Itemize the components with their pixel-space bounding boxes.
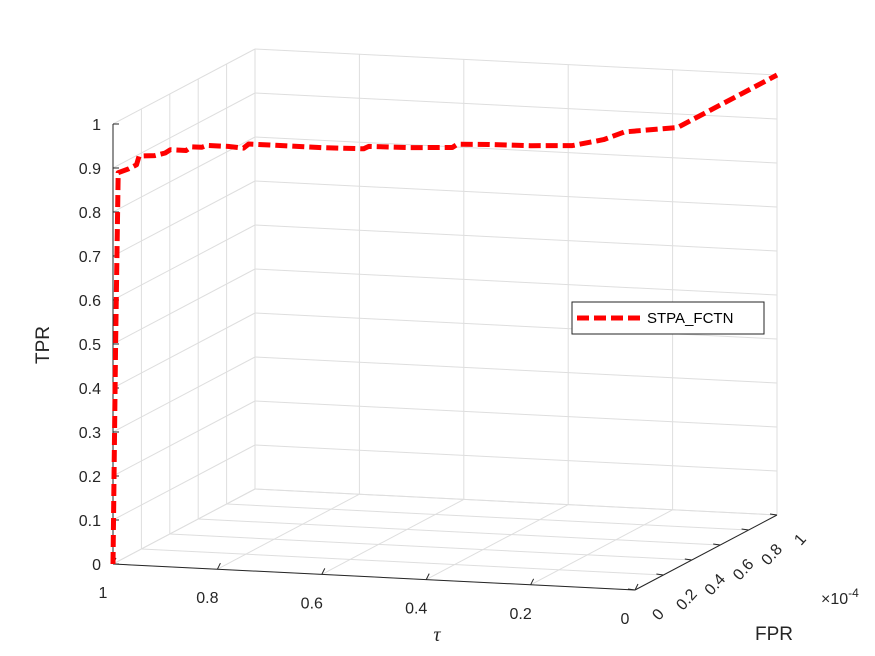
back-wall-gridline-tpr xyxy=(254,48,778,76)
tau-tick-mark xyxy=(216,562,221,570)
back-wall-gridline-tpr xyxy=(254,180,778,208)
tau-tick-mark xyxy=(321,568,326,575)
legend: STPA_FCTN xyxy=(571,301,765,335)
tpr-tick-label: 0.4 xyxy=(79,381,101,398)
fpr-tick-mark xyxy=(769,513,778,516)
z-axis-label: TPR xyxy=(33,326,54,364)
back-wall-gridline-tpr xyxy=(254,488,778,516)
tpr-tick-label: 0.7 xyxy=(79,249,101,266)
left-wall-gridline-tpr xyxy=(112,48,256,125)
x-axis-label: τ xyxy=(433,624,441,646)
y-axis-exponent: ×10-4 xyxy=(821,586,859,608)
tau-tick-label: 0.6 xyxy=(301,595,323,612)
fpr-tick-label: 0 xyxy=(649,606,668,624)
fpr-tick-label: 0.4 xyxy=(702,571,730,599)
floor-gridline-tau xyxy=(217,493,360,570)
back-wall-gridline-tpr xyxy=(254,268,778,296)
tau-tick-label: 0 xyxy=(621,611,630,628)
fpr-tick-mark xyxy=(684,558,692,561)
tau-tick-mark xyxy=(530,578,535,586)
left-wall-gridline-tpr xyxy=(112,400,256,477)
tpr-tick-label: 0.6 xyxy=(79,293,101,310)
back-wall-gridline-tpr xyxy=(254,224,778,252)
left-wall-gridline-tpr xyxy=(112,444,256,521)
left-wall-gridline-tpr xyxy=(112,224,256,301)
floor-gridline-tau xyxy=(530,509,673,586)
tau-tick-mark xyxy=(634,583,639,591)
tpr-tick-label: 0.2 xyxy=(79,469,101,486)
left-wall-gridline-tpr xyxy=(112,312,256,389)
left-wall-gridline-tpr xyxy=(112,92,256,169)
tpr-tick-label: 0.1 xyxy=(79,513,101,530)
floor-gridline-tau xyxy=(425,504,569,581)
back-wall-gridline-tpr xyxy=(254,400,778,428)
tau-tick-label: 1 xyxy=(99,585,108,602)
floor-gridline-tau xyxy=(321,498,465,575)
tau-tick-label: 0.8 xyxy=(196,590,218,607)
left-wall-gridline-tpr xyxy=(112,268,256,345)
y-axis-exponent-power: -4 xyxy=(848,586,859,600)
tpr-tick-label: 0.3 xyxy=(79,425,101,442)
fpr-tick-label: 0.2 xyxy=(673,586,701,614)
floor-gridline-fpr xyxy=(226,503,749,531)
back-wall-gridline-tpr xyxy=(254,356,778,384)
tpr-tick-label: 0 xyxy=(92,557,101,574)
back-wall-gridline-tpr xyxy=(254,444,778,472)
tau-tick-label: 0.4 xyxy=(405,601,427,618)
fpr-tick-label: 1 xyxy=(791,531,810,549)
left-wall-gridline-tpr xyxy=(112,180,256,257)
fpr-axis-line xyxy=(634,514,778,591)
fpr-tick-label: 0.6 xyxy=(730,556,758,584)
tpr-tick-label: 0.9 xyxy=(79,161,101,178)
tau-tick-mark xyxy=(425,573,430,580)
floor-gridline-fpr xyxy=(141,548,664,576)
floor-gridline-fpr xyxy=(169,533,692,561)
fpr-tick-mark xyxy=(741,528,749,531)
back-wall-gridline-tpr xyxy=(254,312,778,340)
tpr-tick-label: 1 xyxy=(92,117,101,134)
tpr-tick-label: 0.8 xyxy=(79,205,101,222)
back-wall-gridline-tpr xyxy=(254,92,778,120)
tau-tick-label: 0.2 xyxy=(509,606,531,623)
series-layer xyxy=(110,72,779,565)
fpr-tick-mark xyxy=(627,588,636,591)
tau-axis-line xyxy=(112,563,636,591)
fpr-tick-mark xyxy=(656,573,664,576)
tpr-tick-label: 0.5 xyxy=(79,337,101,354)
left-wall-gridline-tpr xyxy=(112,136,256,213)
series-line-stpa-fctn xyxy=(110,72,779,565)
left-wall-gridline-tpr xyxy=(112,488,256,565)
left-wall-gridline-tpr xyxy=(112,356,256,433)
y-axis-label: FPR xyxy=(755,624,793,645)
back-wall-gridline-tpr xyxy=(254,136,778,164)
floor-gridline-fpr xyxy=(198,518,721,546)
fpr-tick-label: 0.8 xyxy=(758,541,786,569)
fpr-tick-mark xyxy=(713,543,721,546)
legend-series-label: STPA_FCTN xyxy=(647,310,733,327)
